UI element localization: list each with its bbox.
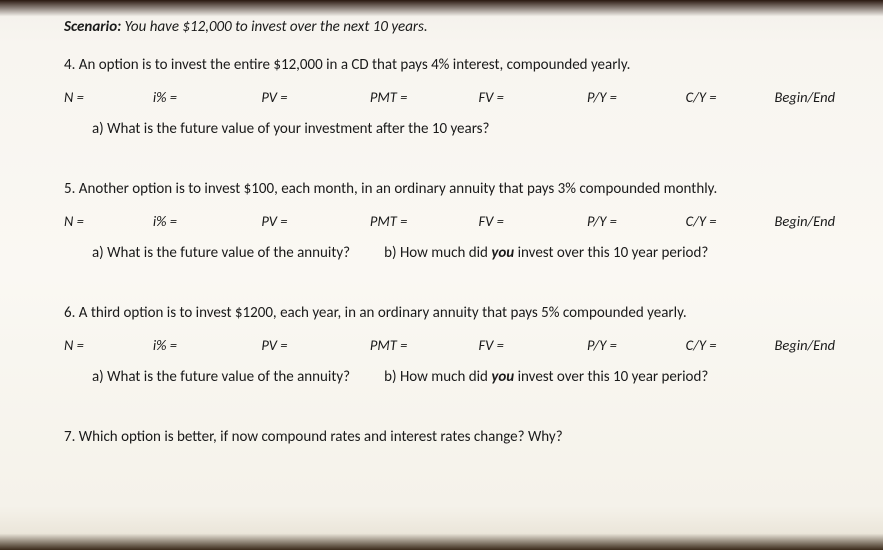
q5-part-b: b) How much did you invest over this 10 … xyxy=(384,244,708,262)
var-py: P/Y = xyxy=(587,212,686,230)
q6-part-b: b) How much did you invest over this 10 … xyxy=(384,368,708,386)
q6-text: 6. A third option is to invest $1200, ea… xyxy=(64,304,835,322)
scenario-line: Scenario: You have $12,000 to invest ove… xyxy=(64,18,835,36)
var-cy: C/Y = xyxy=(686,212,775,230)
var-pmt: PMT = xyxy=(370,212,479,230)
var-be: Begin/End xyxy=(774,336,835,354)
q5b-pre: b) How much did xyxy=(384,244,491,262)
var-n: N = xyxy=(64,336,153,354)
scenario-text: You have $12,000 to invest over the next… xyxy=(125,18,428,36)
var-pmt: PMT = xyxy=(370,336,479,354)
var-i: i% = xyxy=(153,336,262,354)
q6-subparts: a) What is the future value of the annui… xyxy=(64,368,835,386)
var-fv: FV = xyxy=(478,212,587,230)
q6-var-row: N = i% = PV = PMT = FV = P/Y = C/Y = Beg… xyxy=(64,336,835,354)
q5b-post: invest over this 10 year period? xyxy=(514,244,708,262)
question-5: 5. Another option is to invest $100, eac… xyxy=(64,180,835,262)
var-py: P/Y = xyxy=(587,336,686,354)
var-be: Begin/End xyxy=(774,212,835,230)
var-cy: C/Y = xyxy=(686,88,775,106)
var-n: N = xyxy=(64,88,153,106)
var-i: i% = xyxy=(153,212,262,230)
var-py: P/Y = xyxy=(587,88,686,106)
scenario-label: Scenario: xyxy=(64,18,121,36)
q6b-post: invest over this 10 year period? xyxy=(514,368,708,386)
q4-text: 4. An option is to invest the entire $12… xyxy=(64,56,835,74)
q6b-you: you xyxy=(491,368,514,386)
q4-subparts: a) What is the future value of your inve… xyxy=(64,120,835,138)
var-n: N = xyxy=(64,212,153,230)
var-pv: PV = xyxy=(261,336,370,354)
var-fv: FV = xyxy=(478,88,587,106)
q5b-you: you xyxy=(491,244,514,262)
var-i: i% = xyxy=(153,88,262,106)
var-pv: PV = xyxy=(261,88,370,106)
q4-var-row: N = i% = PV = PMT = FV = P/Y = C/Y = Beg… xyxy=(64,88,835,106)
var-pv: PV = xyxy=(261,212,370,230)
q5-text: 5. Another option is to invest $100, eac… xyxy=(64,180,835,198)
q5-subparts: a) What is the future value of the annui… xyxy=(64,244,835,262)
var-pmt: PMT = xyxy=(370,88,479,106)
question-4: 4. An option is to invest the entire $12… xyxy=(64,56,835,138)
q5-var-row: N = i% = PV = PMT = FV = P/Y = C/Y = Beg… xyxy=(64,212,835,230)
q6-part-a: a) What is the future value of the annui… xyxy=(92,368,350,386)
var-fv: FV = xyxy=(478,336,587,354)
var-cy: C/Y = xyxy=(686,336,775,354)
q5-part-a: a) What is the future value of the annui… xyxy=(92,244,350,262)
var-be: Begin/End xyxy=(774,88,835,106)
q6b-pre: b) How much did xyxy=(384,368,491,386)
question-6: 6. A third option is to invest $1200, ea… xyxy=(64,304,835,386)
question-7: 7. Which option is better, if now compou… xyxy=(64,428,835,446)
worksheet-page: Scenario: You have $12,000 to invest ove… xyxy=(0,0,883,446)
q4-part-a: a) What is the future value of your inve… xyxy=(92,120,490,138)
